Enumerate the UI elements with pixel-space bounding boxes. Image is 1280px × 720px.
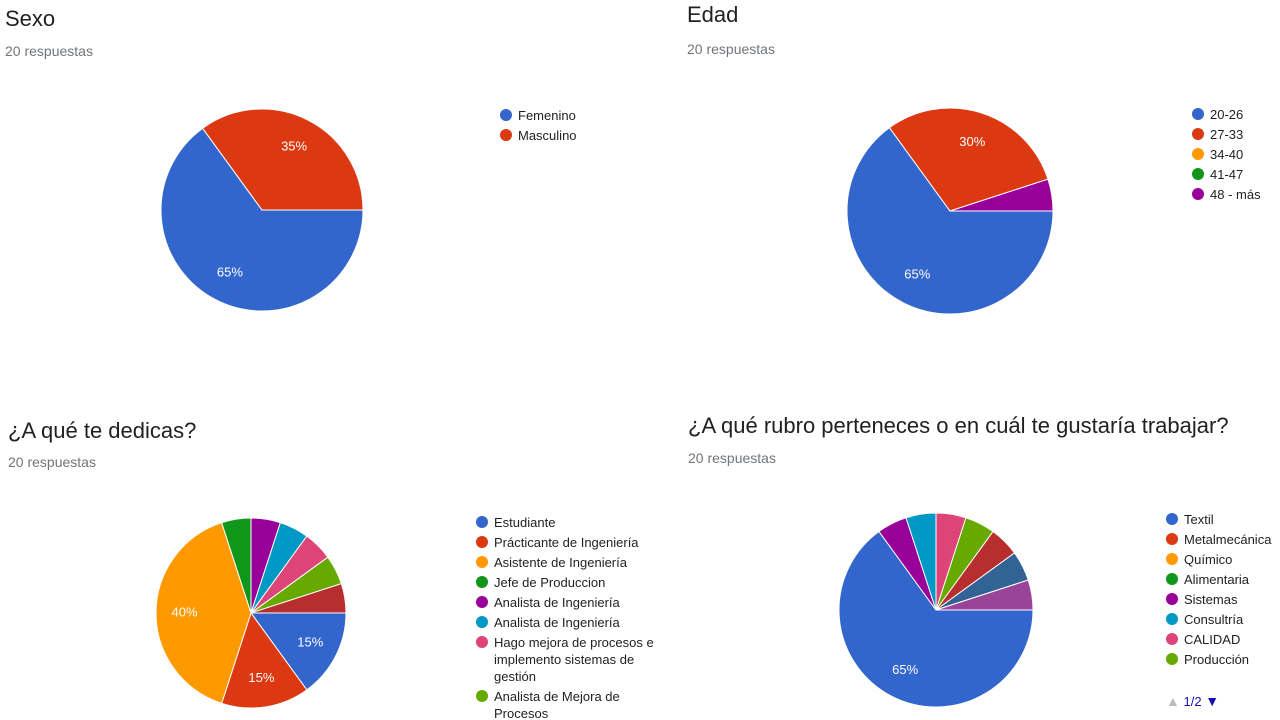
pie-slice: [838, 530, 1034, 708]
pie-slice: [160, 127, 364, 312]
chart-title: Edad: [687, 2, 739, 27]
legend-swatch: [476, 576, 488, 588]
next-page[interactable]: ▼: [1205, 693, 1220, 709]
legend-swatch: [1192, 128, 1204, 140]
pie-slice: [935, 579, 1034, 611]
pie-slice: [888, 107, 1049, 212]
pie-slice: [846, 126, 1054, 315]
legend-swatch: [1166, 633, 1178, 645]
legend-entry: 41-47: [1192, 166, 1277, 183]
legend-swatch: [476, 596, 488, 608]
legend-swatch: [1192, 148, 1204, 160]
legend-entry: Asistente de Ingeniería: [476, 554, 676, 571]
legend-swatch: [476, 516, 488, 528]
legend-entry: Consultría: [1166, 611, 1278, 628]
slice-label: 65%: [892, 662, 918, 677]
legend-entry: Masculino: [500, 127, 650, 144]
legend-entry: Femenino: [500, 107, 650, 124]
legend-entry: Jefe de Produccion: [476, 574, 676, 591]
legend-entry: Textil: [1166, 511, 1278, 528]
legend: 20-26 27-33 34-40 41-47 48 - más: [1192, 106, 1277, 206]
legend-entry: 27-33: [1192, 126, 1277, 143]
chart-subtitle: 20 respuestas: [687, 41, 775, 57]
legend-swatch: [1166, 513, 1178, 525]
legend-entry: Sistemas: [1166, 591, 1278, 608]
chart-subtitle: 20 respuestas: [5, 43, 93, 59]
legend-entry: Prácticante de Ingeniería: [476, 534, 676, 551]
pie-slice: [250, 583, 347, 614]
legend-swatch: [1166, 653, 1178, 665]
legend-swatch: [476, 616, 488, 628]
legend-entry: 20-26: [1192, 106, 1277, 123]
legend-entry: Producción: [1166, 651, 1278, 668]
legend: Femenino Masculino: [500, 107, 650, 147]
legend-swatch: [476, 536, 488, 548]
legend: Estudiante Prácticante de Ingeniería Asist…: [476, 514, 676, 720]
legend-swatch: [476, 556, 488, 568]
page-indicator: 1/2: [1183, 694, 1202, 709]
slice-label: 40%: [171, 604, 197, 619]
legend-entry: Analista de Ingeniería: [476, 594, 676, 611]
legend-entry: Hago mejora de procesos e implemento sis…: [476, 634, 676, 685]
pie-slice: [155, 522, 252, 704]
legend: Textil Metalmecánica Químico Alimentaria Sis…: [1166, 511, 1278, 671]
pie-slice: [949, 178, 1054, 212]
legend-swatch: [1166, 573, 1178, 585]
legend-swatch: [1166, 593, 1178, 605]
chart-title: Sexo: [5, 6, 56, 31]
pie-slice: [201, 108, 364, 211]
legend-swatch: [1166, 533, 1178, 545]
slice-label: 15%: [248, 670, 274, 685]
legend-entry: 48 - más: [1192, 186, 1277, 203]
legend-entry: Estudiante: [476, 514, 676, 531]
slice-label: 35%: [281, 138, 307, 153]
legend-swatch: [476, 690, 488, 702]
slice-label: 65%: [904, 267, 930, 282]
legend-entry: 34-40: [1192, 146, 1277, 163]
slice-label: 15%: [297, 635, 323, 650]
legend-entry: Alimentaria: [1166, 571, 1278, 588]
legend-swatch: [1166, 613, 1178, 625]
legend-swatch: [1192, 108, 1204, 120]
legend-entry: Metalmecánica: [1166, 531, 1278, 548]
legend-entry: Químico: [1166, 551, 1278, 568]
chart-subtitle: 20 respuestas: [688, 450, 776, 466]
chart-title: ¿A qué rubro perteneces o en cuál te gus…: [688, 413, 1229, 438]
legend-swatch: [500, 129, 512, 141]
chart-subtitle: 20 respuestas: [8, 454, 96, 470]
legend-entry: CALIDAD: [1166, 631, 1278, 648]
pie-slice: [221, 611, 308, 709]
pie-slice: [250, 612, 347, 691]
legend-swatch: [500, 109, 512, 121]
legend-swatch: [1192, 168, 1204, 180]
slice-label: 30%: [959, 134, 985, 149]
legend-swatch: [476, 636, 488, 648]
legend-pager[interactable]: ▲ 1/2 ▼: [1166, 693, 1219, 709]
legend-entry: Analista de Mejora de Procesos: [476, 688, 676, 720]
legend-swatch: [1192, 188, 1204, 200]
prev-page[interactable]: ▲: [1166, 693, 1180, 709]
chart-title: ¿A qué te dedicas?: [8, 418, 197, 443]
slice-label: 65%: [217, 264, 243, 279]
legend-entry: Analista de Ingeniería: [476, 614, 676, 631]
legend-swatch: [1166, 553, 1178, 565]
